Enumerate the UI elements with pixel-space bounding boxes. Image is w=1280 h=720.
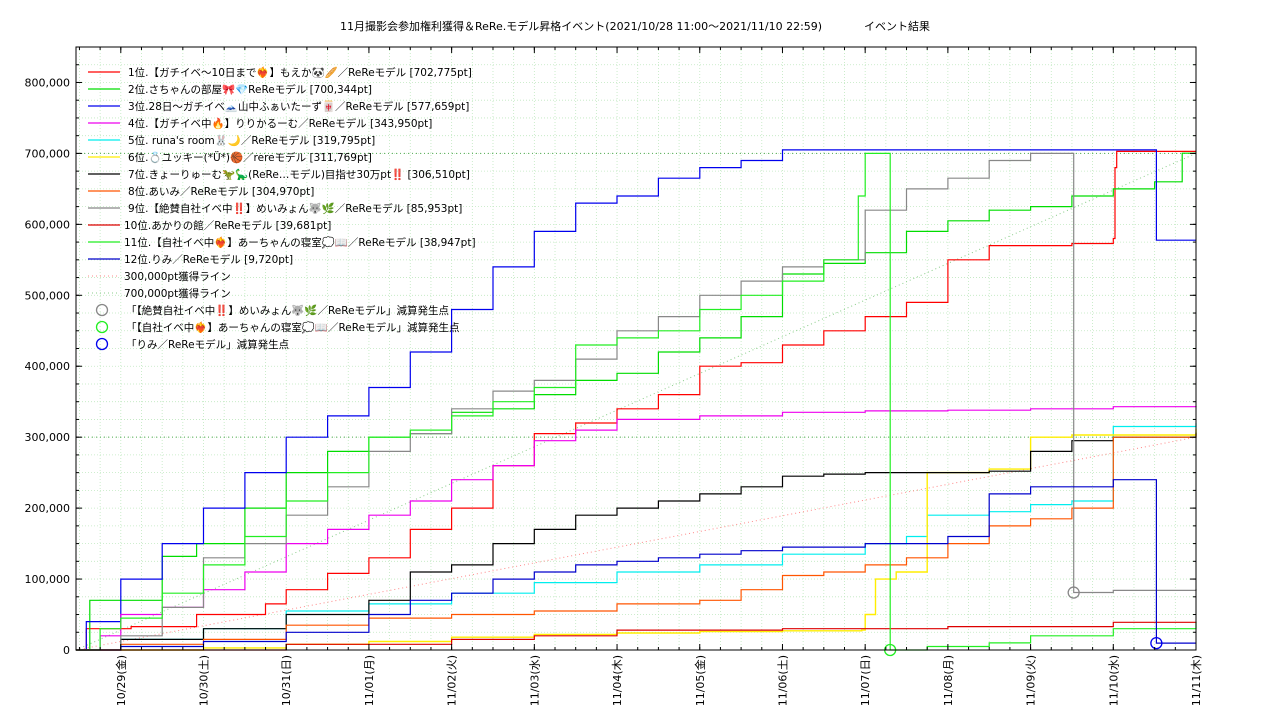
axes: 0 100,000 200,000 300,000 400,000 500,000 600,…: [25, 46, 1203, 706]
reference-lines: [75, 152, 1197, 651]
legend: 1位.【ガチイベ〜10日まで❤️‍🔥】もえか🐼🥖／ReReモデル [702,77…: [88, 66, 476, 351]
series-line-4: [76, 406, 1197, 651]
legend-label-7: 7位.きょーりゅーむ🦖🦕(ReRe…モデル)目指せ30万pt‼️ [306,51…: [128, 168, 470, 181]
y-tick-label: 300,000: [25, 431, 71, 444]
legend-label-1: 1位.【ガチイベ〜10日まで❤️‍🔥】もえか🐼🥖／ReReモデル [702,77…: [128, 66, 472, 79]
y-tick-label: 800,000: [25, 76, 71, 89]
chart-title: 11月撮影会参加権利獲得＆ReRe.モデル昇格イベント(2021/10/28 1…: [339, 20, 931, 33]
drop-marker-3: [1150, 636, 1163, 650]
legend-label-8: 8位.あいみ／ReReモデル [304,970pt]: [128, 185, 314, 198]
x-tick-label: 11/04(木): [611, 655, 624, 706]
legend-marker-2: [95, 320, 109, 334]
series-line-12: [76, 479, 1196, 651]
legend-label-10: 10位.あかりの館／ReReモデル [39,681pt]: [124, 219, 331, 232]
y-tick-label: 400,000: [25, 360, 71, 373]
y-tick-label: 200,000: [25, 502, 71, 515]
x-tick-label: 11/01(月): [363, 655, 376, 706]
x-tick-label: 11/11(木): [1190, 655, 1203, 706]
x-tick-label: 10/29(金): [114, 655, 128, 706]
y-tick-label: 0: [63, 644, 70, 657]
legend-label-ref-1: 300,000pt獲得ライン: [124, 270, 231, 283]
legend-label-marker-1: 「【絶賛自社イベ中‼️】めいみょん🐺🌿／ReReモデル」減算発生点: [126, 304, 449, 317]
x-tick-label: 11/02(火): [446, 655, 459, 706]
legend-label-3: 3位.28日〜ガチイベ🗻山中ふぁいたーず🀄／ReReモデル [577,659pt…: [128, 100, 469, 113]
legend-label-2: 2位.さちゃんの部屋🎀💎ReReモデル [700,344pt]: [128, 83, 372, 96]
series-line-9: [76, 152, 1197, 651]
series-lines: [76, 149, 1197, 651]
y-tick-label: 500,000: [25, 289, 71, 302]
y-tick-label: 700,000: [25, 147, 71, 160]
series-line-8: [76, 433, 1197, 651]
x-tick-label: 10/31(日): [280, 655, 293, 706]
legend-label-9: 9位.【絶賛自社イベ中‼️】めいみょん🐺🌿／ReReモデル [85,953pt]: [128, 202, 462, 215]
x-tick-label: 10/30(土): [198, 655, 211, 706]
legend-label-marker-2: 「【自社イベ中❤️‍🔥】あーちゃんの寝室💭📖／ReReモデル」減算発生点: [126, 321, 460, 334]
x-tick-label: 11/09(火): [1025, 655, 1038, 706]
drop-markers: [884, 586, 1163, 657]
ref-line-700k-pace: [75, 152, 1197, 651]
legend-label-11: 11位.【自社イベ中❤️‍🔥】あーちゃんの寝室💭📖／ReReモデル [38,94…: [124, 236, 476, 249]
legend-label-4: 4位.【ガチイベ中🔥】りりかるーむ／ReReモデル [343,950pt]: [128, 117, 432, 130]
drop-marker-1: [1067, 586, 1080, 599]
x-tick-label: 11/06(土): [776, 655, 789, 706]
series-line-10: [76, 621, 1197, 651]
legend-marker-1: [95, 303, 109, 317]
series-line-5: [76, 423, 1197, 651]
legend-label-ref-2: 700,000pt獲得ライン: [124, 287, 231, 300]
x-tick-label: 11/05(金): [693, 655, 707, 706]
legend-label-5: 5位. runa's room🐰🌙／ReReモデル [319,795pt]: [128, 134, 375, 147]
y-tick-label: 100,000: [25, 573, 71, 586]
x-tick-label: 11/03(水): [528, 655, 541, 706]
legend-label-12: 12位.りみ／ReReモデル [9,720pt]: [124, 253, 293, 266]
x-tick-label: 11/10(水): [1107, 655, 1120, 706]
legend-label-6: 6位.💍ユッキー(*Ü*)🏀／rereモデル [311,769pt]: [128, 150, 372, 164]
y-tick-label: 600,000: [25, 218, 71, 231]
series-line-3: [76, 149, 1196, 651]
x-tick-label: 11/07(日): [859, 655, 872, 706]
legend-label-marker-3: 「りみ／ReReモデル」減算発生点: [126, 338, 289, 351]
x-tick-label: 11/08(月): [942, 655, 955, 706]
legend-marker-3: [95, 337, 109, 351]
series-line-1: [76, 150, 1196, 651]
series-line-6: [76, 428, 1197, 651]
series-line-7: [76, 432, 1197, 651]
